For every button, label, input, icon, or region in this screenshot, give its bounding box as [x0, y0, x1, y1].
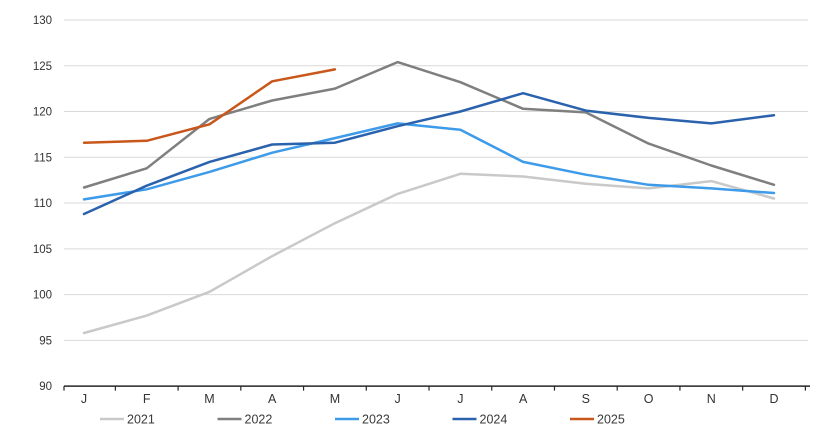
y-tick-label: 100 [33, 290, 52, 302]
series-line-2024 [82, 91, 776, 216]
x-tick-label: S [582, 392, 590, 406]
series-line-2021 [82, 172, 776, 335]
y-tick-label: 125 [33, 61, 52, 73]
y-tick-label: 110 [34, 198, 52, 210]
y-tick-label: 115 [34, 152, 52, 164]
x-tick-label: M [330, 392, 340, 406]
x-tick-label: A [519, 392, 528, 406]
x-tick-label: O [644, 392, 654, 406]
y-tick-label: 120 [33, 107, 52, 119]
legend-label-2021: 2021 [127, 413, 155, 427]
y-tick-label: 90 [39, 381, 52, 393]
x-tick-label: D [770, 392, 779, 406]
x-tick-label: N [707, 392, 716, 406]
x-tick-label: J [81, 392, 87, 406]
series-line-2025 [82, 68, 337, 144]
x-tick-label: M [204, 392, 214, 406]
legend-label-2024: 2024 [480, 413, 508, 427]
legend-label-2023: 2023 [362, 413, 390, 427]
x-tick-label: J [457, 392, 463, 406]
x-tick-label: J [395, 392, 401, 406]
y-tick-label: 105 [33, 244, 52, 256]
legend-label-2022: 2022 [245, 413, 273, 427]
x-tick-label: A [268, 392, 277, 406]
y-tick-label: 95 [39, 335, 52, 347]
x-tick-label: F [143, 392, 151, 406]
series-line-2023 [82, 122, 776, 201]
y-tick-label: 130 [33, 15, 52, 27]
legend-label-2025: 2025 [597, 413, 625, 427]
series-line-2022 [82, 60, 776, 189]
